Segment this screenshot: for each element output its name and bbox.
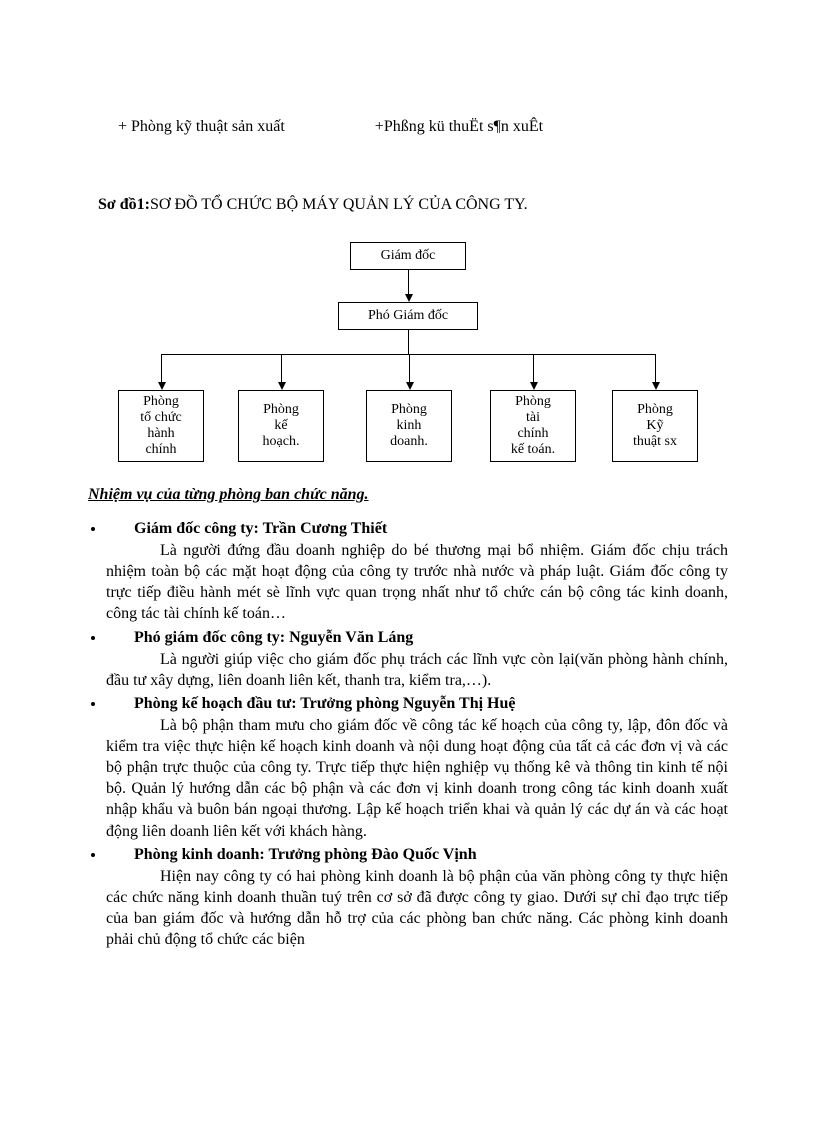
connector-line — [281, 354, 282, 382]
node-leaf-2-label: Phòngkếhoạch. — [263, 402, 300, 450]
section-subtitle: Nhiệm vụ của từng phòng ban chức năng. — [88, 486, 728, 504]
node-leaf-4: Phòngtàichínhkế toán. — [490, 390, 576, 462]
page-root: + Phòng kỹ thuật sản xuất +Phßng kü thuË… — [0, 0, 816, 1012]
chart-title-row: Sơ đồ1:SƠ ĐỒ TỔ CHỨC BỘ MÁY QUẢN LÝ CỦA … — [88, 196, 728, 214]
list-item: Phòng kinh doanh: Trưởng phòng Đào Quốc … — [106, 844, 728, 951]
connector-line — [408, 270, 409, 294]
list-item: Giám đốc công ty: Trần Cương Thiết Là ng… — [106, 518, 728, 625]
connector-line — [655, 354, 656, 382]
list-item: Phó giám đốc công ty: Nguyễn Văn Láng Là… — [106, 627, 728, 691]
role-body: Là người giúp việc cho giám đốc phụ trác… — [106, 649, 728, 691]
arrow-down-icon — [406, 382, 414, 390]
plus-line-right: +Phßng kü thuËt s¶n xuÊt — [375, 118, 543, 136]
role-head: Phòng kinh doanh: Trưởng phòng Đào Quốc … — [106, 846, 477, 863]
arrow-down-icon — [652, 382, 660, 390]
role-head: Giám đốc công ty: Trần Cương Thiết — [106, 520, 387, 537]
chart-title-prefix: Sơ đồ1: — [98, 196, 150, 213]
connector-line — [409, 354, 410, 382]
role-body: Hiện nay công ty có hai phòng kinh doanh… — [106, 866, 728, 950]
role-body: Là bộ phận tham mưu cho giám đốc về công… — [106, 715, 728, 842]
node-leaf-4-label: Phòngtàichínhkế toán. — [511, 394, 555, 458]
connector-line — [408, 330, 409, 354]
node-leaf-5: PhòngKỹthuật sx — [612, 390, 698, 462]
connector-line — [533, 354, 534, 382]
node-root: Giám đốc — [350, 242, 466, 270]
roles-list: Giám đốc công ty: Trần Cương Thiết Là ng… — [88, 518, 728, 950]
node-leaf-5-label: PhòngKỹthuật sx — [633, 402, 677, 450]
node-leaf-3-label: Phòngkinhdoanh. — [390, 402, 428, 450]
chart-title-rest: SƠ ĐỒ TỔ CHỨC BỘ MÁY QUẢN LÝ CỦA CÔNG TY… — [150, 196, 528, 213]
plus-line-left: + Phòng kỹ thuật sản xuất — [118, 118, 285, 136]
node-leaf-3: Phòngkinhdoanh. — [366, 390, 452, 462]
connector-line — [161, 354, 655, 355]
connector-line — [161, 354, 162, 382]
node-leaf-1-label: Phòngtổ chứchànhchính — [140, 394, 181, 458]
role-body: Là người đứng đầu doanh nghiệp do bé thư… — [106, 540, 728, 624]
arrow-down-icon — [405, 294, 413, 302]
node-mid: Phó Giám đốc — [338, 302, 478, 330]
arrow-down-icon — [530, 382, 538, 390]
list-item: Phòng kế hoạch đầu tư: Trưởng phòng Nguy… — [106, 693, 728, 842]
node-leaf-1: Phòngtổ chứchànhchính — [118, 390, 204, 462]
role-head: Phòng kế hoạch đầu tư: Trưởng phòng Nguy… — [106, 695, 516, 712]
arrow-down-icon — [278, 382, 286, 390]
node-leaf-2: Phòngkếhoạch. — [238, 390, 324, 462]
role-head: Phó giám đốc công ty: Nguyễn Văn Láng — [106, 629, 413, 646]
org-chart: Giám đốc Phó Giám đốc Phòngtổ chứchànhch… — [118, 242, 698, 482]
header-plus-lines: + Phòng kỹ thuật sản xuất +Phßng kü thuË… — [88, 118, 728, 136]
arrow-down-icon — [158, 382, 166, 390]
